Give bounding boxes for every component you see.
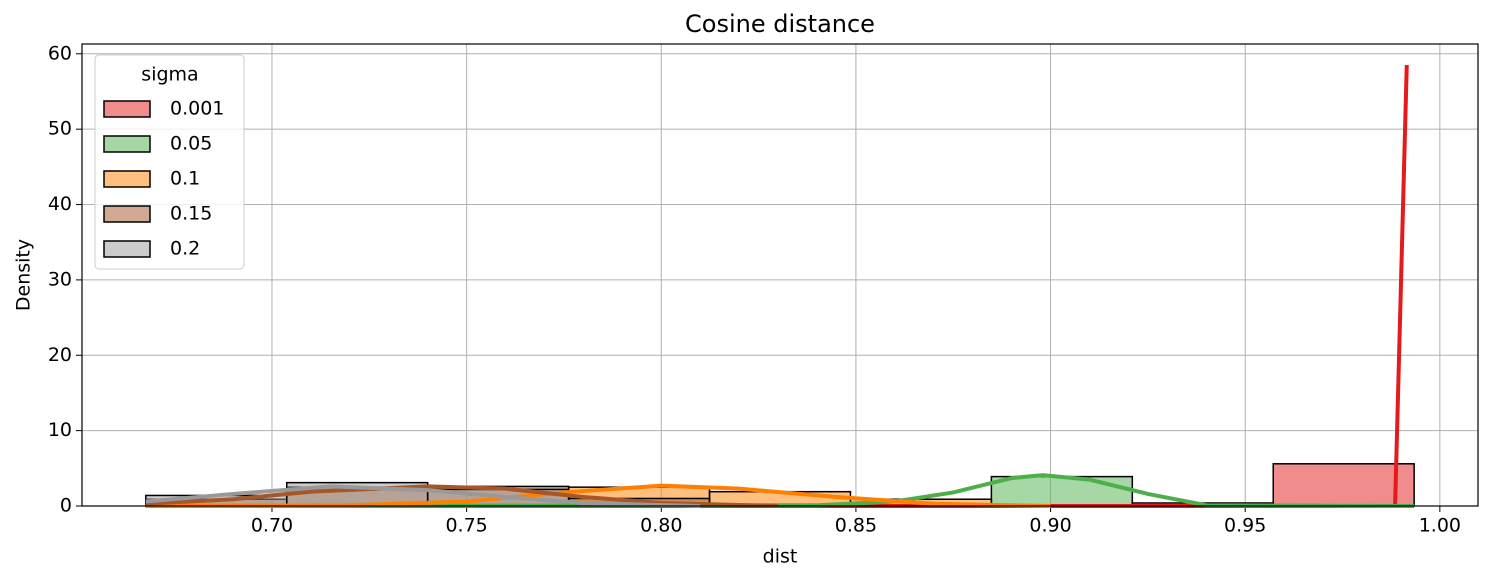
chart-title: Cosine distance bbox=[685, 10, 875, 38]
kde-line bbox=[145, 484, 701, 508]
x-tick-label: 0.85 bbox=[835, 515, 877, 537]
x-tick-label: 0.75 bbox=[445, 515, 487, 537]
legend-swatch bbox=[103, 100, 151, 118]
bar bbox=[1272, 463, 1415, 507]
legend-label: 0.1 bbox=[170, 168, 200, 190]
kde-line bbox=[145, 473, 1415, 508]
y-tick-label: 60 bbox=[48, 42, 72, 64]
legend-swatch bbox=[103, 135, 151, 153]
bar bbox=[990, 475, 1134, 507]
y-tick-label: 40 bbox=[48, 193, 72, 215]
y-tick-label: 20 bbox=[48, 344, 72, 366]
y-tick-label: 0 bbox=[60, 495, 72, 517]
legend-swatch bbox=[103, 170, 151, 188]
plot-frame bbox=[81, 43, 1479, 507]
x-tick-label: 0.80 bbox=[640, 515, 682, 537]
legend-swatch bbox=[103, 205, 151, 223]
legend-label: 0.15 bbox=[170, 203, 212, 225]
kde-line bbox=[145, 65, 1409, 508]
y-tick-label: 30 bbox=[48, 268, 72, 290]
legend-title: sigma bbox=[141, 64, 198, 86]
x-tick-label: 0.95 bbox=[1224, 515, 1266, 537]
legend-swatch bbox=[103, 240, 151, 258]
x-tick-label: 1.00 bbox=[1419, 515, 1461, 537]
kde-line bbox=[145, 484, 779, 508]
y-tick-label: 10 bbox=[48, 419, 72, 441]
legend-label: 0.2 bbox=[170, 238, 200, 260]
y-tick-label: 50 bbox=[48, 118, 72, 140]
x-tick-label: 0.90 bbox=[1029, 515, 1071, 537]
legend-label: 0.05 bbox=[170, 133, 212, 155]
x-axis-label: dist bbox=[763, 546, 798, 568]
x-tick-label: 0.70 bbox=[251, 515, 293, 537]
legend-label: 0.001 bbox=[170, 98, 224, 120]
kde-line bbox=[145, 483, 1051, 508]
y-axis-label: Density bbox=[13, 239, 35, 311]
